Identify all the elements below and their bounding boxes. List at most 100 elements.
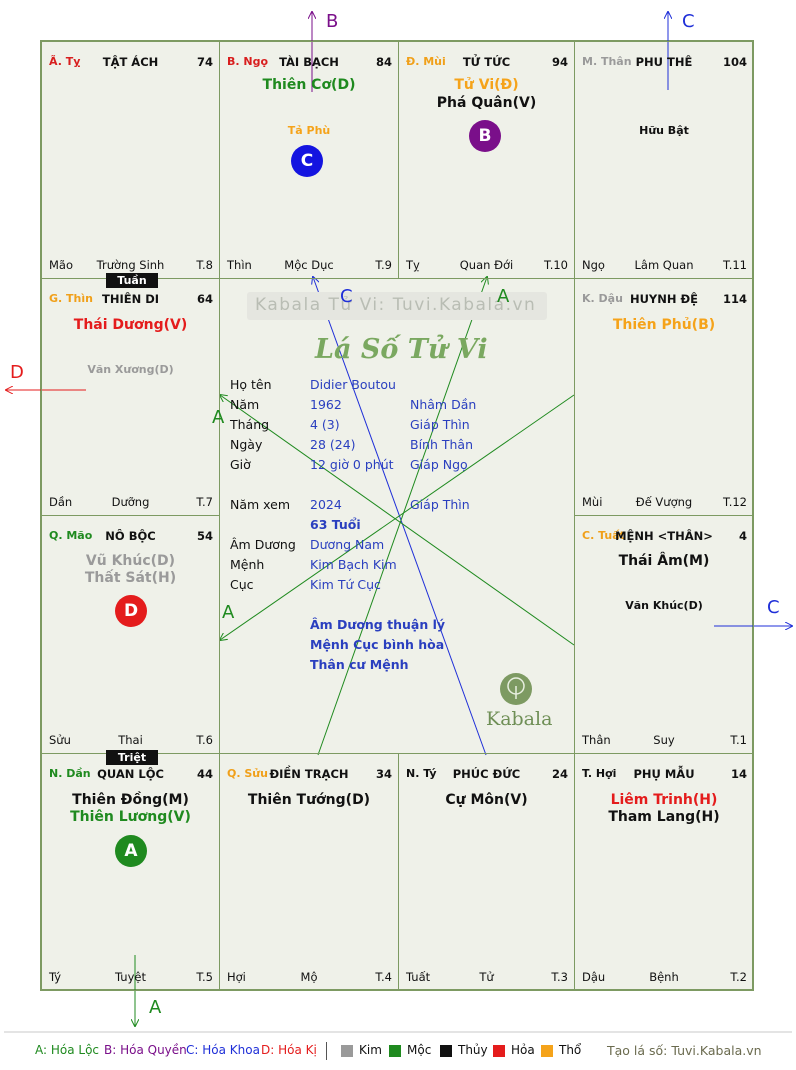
value-tuoi: 63 Tuổi [310,517,361,532]
value-gio-can-chi: Giáp Ngọ [410,457,468,472]
palace-name: ĐIỀN TRẠCH [269,767,349,781]
palace-can-chi: T. Hợi [582,767,617,780]
palace-bottom-left: Dần [49,495,73,509]
minor-star: Văn Khúc(D) [625,599,703,612]
value-menh: Kim Bạch Kim [310,557,397,572]
palace-tat-ach[interactable]: Ã. Tỵ TẬT ÁCH 74 Mão Trường Sinh T.8 [41,41,220,279]
palace-can-chi: Q. Mão [49,529,93,542]
palace-number: 64 [196,292,213,306]
palace-bottom-left: Mùi [582,495,603,509]
palace-tu-tuc[interactable]: Đ. Mùi TỬ TỨC 94 Tử Vi(Đ) Phá Quân(V) Tỵ… [398,41,575,279]
palace-bottom-left: Tý [49,970,62,984]
palace-number: 114 [722,292,747,306]
value-ngay: 28 (24) [310,437,356,452]
value-ngay-can-chi: Bính Thân [410,437,474,452]
triet-tag: Triệt [106,750,158,765]
palace-name: PHỤ MẪU [633,767,695,781]
palace-name: TẬT ÁCH [102,55,159,69]
major-star: Liêm Trinh(H) [610,792,718,808]
palace-number: 104 [722,55,747,69]
palace-quan-loc[interactable]: N. Dần QUAN LỘC 44 Thiên Đồng(M) Thiên L… [41,753,220,991]
palace-number: 94 [551,55,568,69]
minor-star: Tả Phù [287,124,331,137]
palace-can-chi: M. Thân [582,55,632,68]
value-thang: 4 (3) [310,417,340,432]
label-loc-left-upper: A [212,407,225,428]
watermark-bar [247,292,547,320]
major-star: Tử Vi(Đ) [454,77,519,93]
palace-phu-mau[interactable]: T. Hợi PHỤ MẪU 14 Liêm Trinh(H) Tham Lan… [574,753,754,991]
minor-star: Hữu Bật [639,124,689,137]
palace-can-chi: N. Dần [49,767,91,780]
legend-moc: Mộc [407,1043,432,1057]
palace-name: MỆNH <THÂN> [615,529,713,543]
palace-stage: Mộ [300,970,318,984]
major-star: Cự Môn(V) [445,792,528,808]
palace-month: T.12 [723,495,747,509]
major-star: Tham Lang(H) [608,809,720,825]
palace-bottom-left: Dậu [582,970,606,984]
palace-can-chi: N. Tý [406,767,437,780]
label-loc-bottom: A [149,997,162,1018]
palace-thien-di[interactable]: G. Thìn THIÊN DI 64 Thái Dương(V) Văn Xư… [41,278,220,516]
palace-name: PHU THÊ [635,55,693,69]
palace-month: T.2 [730,970,747,984]
palace-name: TÀI BẠCH [279,55,339,69]
label-ngay: Ngày [230,437,263,452]
palace-number: 4 [738,529,747,543]
palace-number: 44 [196,767,213,781]
palace-bottom-left: Tuất [406,970,431,984]
value-nam-xem: 2024 [310,497,342,512]
palace-menh[interactable]: C. Tuất MỆNH <THÂN> 4 Thái Âm(M) Văn Khú… [574,515,754,754]
palace-can-chi: B. Ngọ [227,55,269,68]
palace-can-chi: Đ. Mùi [406,55,446,68]
note-menh-cuc: Mệnh Cục bình hòa [310,637,445,652]
major-star: Thiên Tướng(D) [247,792,371,808]
legend-kim: Kim [359,1043,382,1057]
legend-site[interactable]: Tạo lá số: Tuvi.Kabala.vn [607,1043,762,1058]
palace-bottom-left: Tỵ [406,258,420,272]
palace-number: 74 [196,55,213,69]
palace-number: 84 [375,55,392,69]
palace-stage: Tử [479,970,494,984]
palace-can-chi: K. Dậu [582,292,623,305]
label-thang: Tháng [230,417,270,432]
hoa-quyen-circle: B [469,120,501,152]
palace-name: THIÊN DI [101,292,160,306]
legend-hoa: Hỏa [511,1043,535,1057]
palace-number: 34 [375,767,392,781]
major-star: Phá Quân(V) [436,95,537,111]
palace-month: T.9 [375,258,392,272]
palace-bottom-left: Hợi [227,970,246,984]
palace-stage: Lâm Quan [634,258,694,272]
major-star: Thiên Phủ(B) [612,317,716,333]
note-am-duong: Âm Dương thuận lý [310,617,446,632]
palace-no-boc[interactable]: Q. Mão NÔ BỘC 54 Vũ Khúc(D) Thất Sát(H) … [41,515,220,754]
palace-can-chi: C. Tuất [582,529,625,542]
kabala-logo-icon [500,673,532,705]
note-than-cu: Thân cư Mệnh [310,657,409,672]
major-star: Thái Dương(V) [73,317,188,333]
palace-stage: Quan Đới [459,258,514,272]
palace-phuc-duc[interactable]: N. Tý PHÚC ĐỨC 24 Cự Môn(V) Tuất Tử T.3 [398,753,575,991]
hoa-khoa-circle: C [291,145,323,177]
label-cuc: Cục [230,577,254,592]
label-quyen-top: B [326,11,339,32]
palace-stage: Tuyệt [115,970,146,984]
legend-tho: Thổ [559,1043,582,1057]
legend-divider [326,1042,327,1060]
hoa-loc-circle: A [115,835,147,867]
major-star: Thất Sát(H) [84,570,177,586]
palace-stage: Mộc Dục [284,258,334,272]
legend-hoa-loc: A: Hóa Lộc [35,1043,100,1057]
legend-hoa-ky: D: Hóa Kị [261,1043,317,1057]
palace-dien-trach[interactable]: Q. Sửu ĐIỀN TRẠCH 34 Thiên Tướng(D) Hợi … [219,753,399,991]
palace-phu-the[interactable]: M. Thân PHU THÊ 104 Hữu Bật Ngọ Lâm Quan… [574,41,754,279]
palace-can-chi: Q. Sửu [227,767,268,780]
palace-huynh-de[interactable]: K. Dậu HUYNH ĐỆ 114 Thiên Phủ(B) Mùi Đế … [574,278,754,516]
legend-hoa-swatch [493,1045,505,1057]
major-star: Vũ Khúc(D) [85,553,176,569]
label-khoa-center: C [340,286,353,307]
tuan-tag: Tuần [106,273,158,288]
kabala-logo-text: Kabala [486,708,553,730]
